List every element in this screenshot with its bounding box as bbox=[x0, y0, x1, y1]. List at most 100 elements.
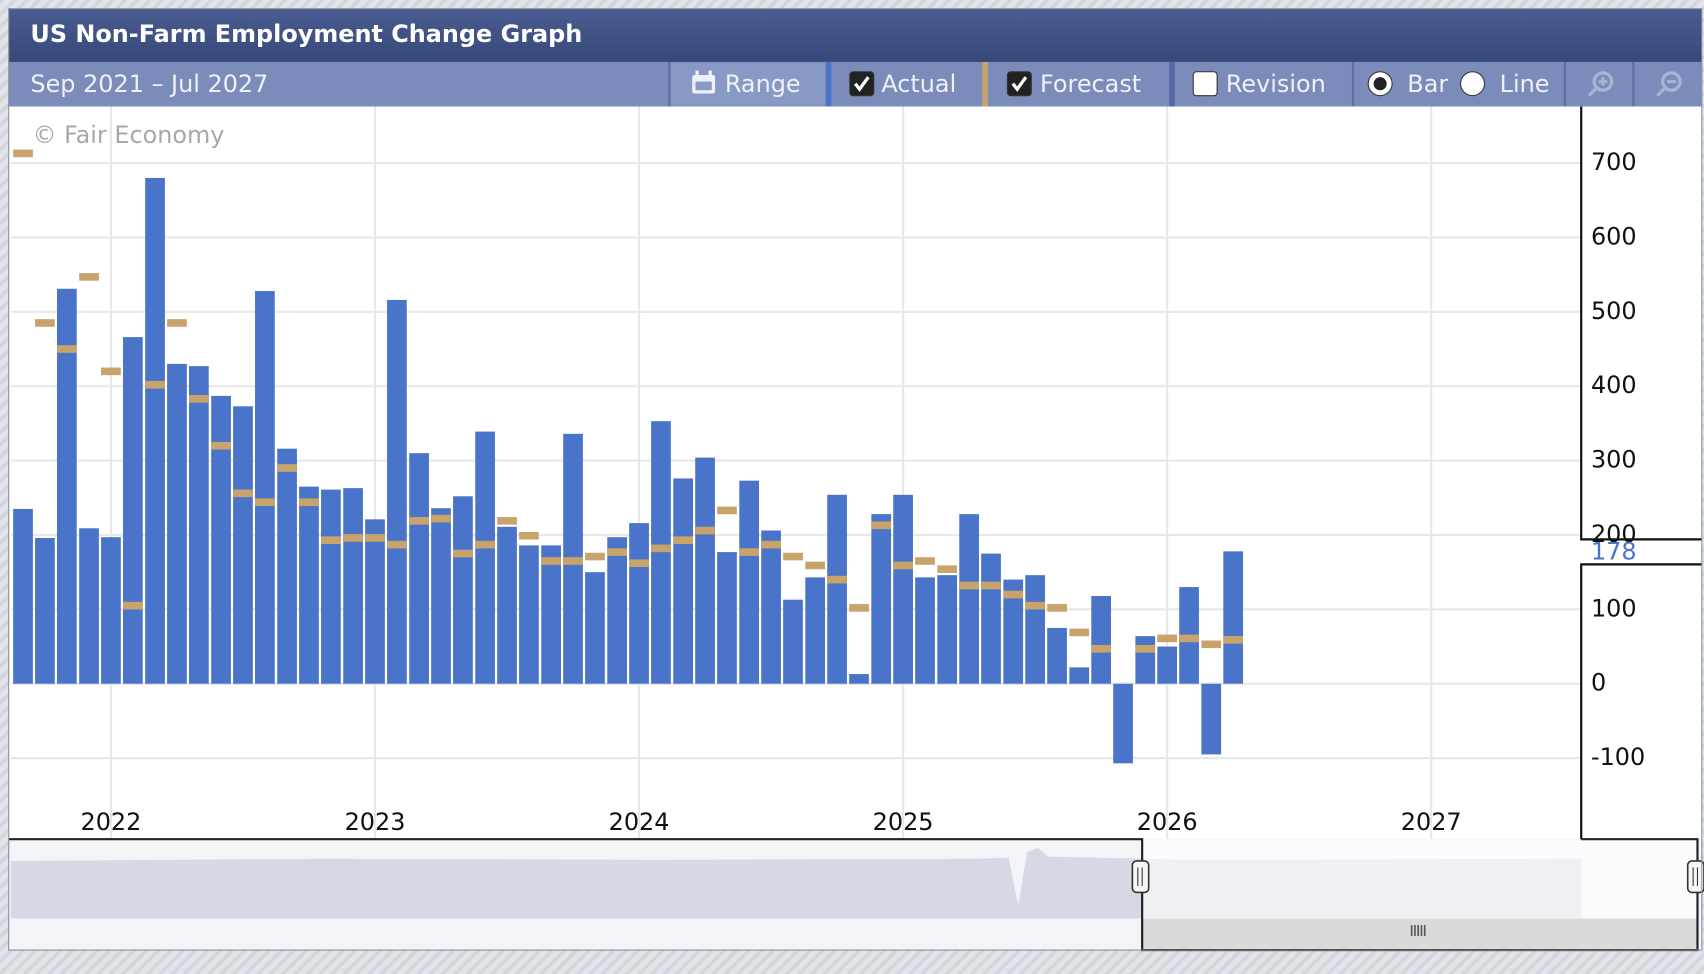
forecast-mark bbox=[1157, 634, 1178, 643]
bar bbox=[1223, 551, 1244, 684]
bar bbox=[1201, 683, 1222, 755]
forecast-label[interactable]: Forecast bbox=[1040, 70, 1141, 98]
forecast-mark bbox=[13, 149, 33, 158]
bar bbox=[893, 494, 913, 684]
forecast-mark bbox=[1069, 628, 1090, 637]
x-tick-label: 2026 bbox=[1137, 808, 1198, 836]
zoom-in-button[interactable] bbox=[1587, 71, 1614, 97]
forecast-mark bbox=[915, 557, 935, 565]
forecast-mark bbox=[299, 498, 319, 507]
bar bbox=[761, 530, 781, 684]
forecast-mark bbox=[497, 517, 517, 525]
zoom-out-button[interactable] bbox=[1656, 71, 1682, 97]
checkmark bbox=[853, 76, 870, 92]
y-tick-label: 600 bbox=[1591, 222, 1637, 250]
actual-label[interactable]: Actual bbox=[881, 70, 956, 98]
line-radio[interactable] bbox=[1460, 71, 1486, 97]
bar bbox=[497, 526, 517, 684]
forecast-mark bbox=[255, 498, 275, 507]
bar bbox=[607, 537, 627, 684]
forecast-mark bbox=[1091, 644, 1112, 653]
date-range: Sep 2021 – Jul 2027 bbox=[30, 70, 268, 98]
forecast-mark bbox=[431, 514, 451, 523]
line-label[interactable]: Line bbox=[1500, 70, 1550, 98]
forecast-mark bbox=[519, 531, 539, 540]
bar bbox=[56, 288, 77, 684]
forecast-mark bbox=[541, 557, 561, 565]
bar bbox=[122, 337, 143, 684]
bar bbox=[1157, 646, 1178, 684]
actual-swatch bbox=[825, 61, 832, 107]
bar bbox=[1025, 575, 1045, 684]
forecast-mark bbox=[35, 319, 55, 327]
bar bbox=[431, 508, 451, 684]
bar bbox=[277, 448, 297, 684]
forecast-mark bbox=[79, 273, 99, 281]
bar bbox=[651, 421, 671, 684]
y-tick-label: 500 bbox=[1591, 297, 1637, 325]
x-tick-label: 2022 bbox=[81, 808, 142, 836]
bar bbox=[475, 431, 495, 684]
forecast-mark bbox=[981, 581, 1001, 590]
bar bbox=[629, 523, 649, 684]
bar bbox=[915, 577, 935, 684]
forecast-mark bbox=[475, 540, 495, 549]
y-tick-label: 400 bbox=[1591, 371, 1637, 399]
y-tick-label: 300 bbox=[1591, 446, 1637, 474]
x-tick-label: 2024 bbox=[609, 808, 670, 836]
forecast-mark bbox=[1223, 636, 1244, 644]
forecast-mark bbox=[607, 548, 627, 556]
forecast-mark bbox=[233, 489, 253, 498]
revision-label[interactable]: Revision bbox=[1226, 70, 1326, 98]
y-tick-label: 100 bbox=[1591, 594, 1637, 622]
bar bbox=[739, 480, 760, 684]
forecast-mark bbox=[893, 561, 913, 570]
data-marks bbox=[13, 149, 1244, 764]
navigator-scrollbar[interactable] bbox=[1142, 918, 1698, 949]
y-tick-label: 200 bbox=[1591, 520, 1637, 548]
title-bar bbox=[8, 8, 1702, 62]
bar bbox=[365, 519, 385, 684]
x-tick-label: 2027 bbox=[1401, 808, 1462, 836]
bar bbox=[827, 494, 847, 684]
range-button-label[interactable]: Range bbox=[725, 70, 801, 98]
calendar-icon bbox=[692, 70, 716, 94]
forecast-mark bbox=[167, 319, 187, 327]
bar bbox=[541, 545, 561, 684]
bar bbox=[981, 553, 1001, 684]
bar bbox=[673, 478, 694, 684]
bar bbox=[321, 489, 341, 684]
forecast-mark bbox=[189, 395, 209, 403]
forecast-mark bbox=[827, 575, 847, 584]
bar bbox=[1069, 667, 1090, 684]
bar bbox=[35, 537, 55, 684]
revision-checkbox[interactable] bbox=[1192, 71, 1218, 97]
navigator-handle-right[interactable] bbox=[1686, 860, 1704, 894]
forecast-mark bbox=[453, 549, 473, 558]
forecast-mark bbox=[56, 345, 77, 353]
forecast-mark bbox=[717, 506, 737, 515]
forecast-mark bbox=[695, 526, 715, 535]
forecast-mark bbox=[871, 521, 892, 530]
forecast-mark bbox=[959, 581, 979, 590]
navigator-window[interactable] bbox=[1142, 840, 1698, 919]
bar bbox=[255, 291, 275, 684]
bar bbox=[1113, 683, 1133, 764]
bar bbox=[849, 674, 869, 684]
forecast-mark bbox=[409, 517, 429, 525]
forecast-mark bbox=[849, 604, 869, 612]
bar bbox=[13, 508, 33, 684]
bar bbox=[959, 514, 979, 684]
y-tick-label: 700 bbox=[1591, 148, 1637, 176]
navigator-handle-left[interactable] bbox=[1131, 860, 1150, 894]
x-tick-label: 2023 bbox=[345, 808, 406, 836]
forecast-mark bbox=[1201, 640, 1222, 649]
checkmark bbox=[1011, 76, 1028, 92]
forecast-mark bbox=[761, 540, 781, 549]
bar-label[interactable]: Bar bbox=[1407, 70, 1448, 98]
forecast-swatch bbox=[982, 61, 988, 107]
bar bbox=[585, 572, 605, 684]
forecast-mark bbox=[585, 552, 605, 561]
bar bbox=[409, 453, 429, 684]
